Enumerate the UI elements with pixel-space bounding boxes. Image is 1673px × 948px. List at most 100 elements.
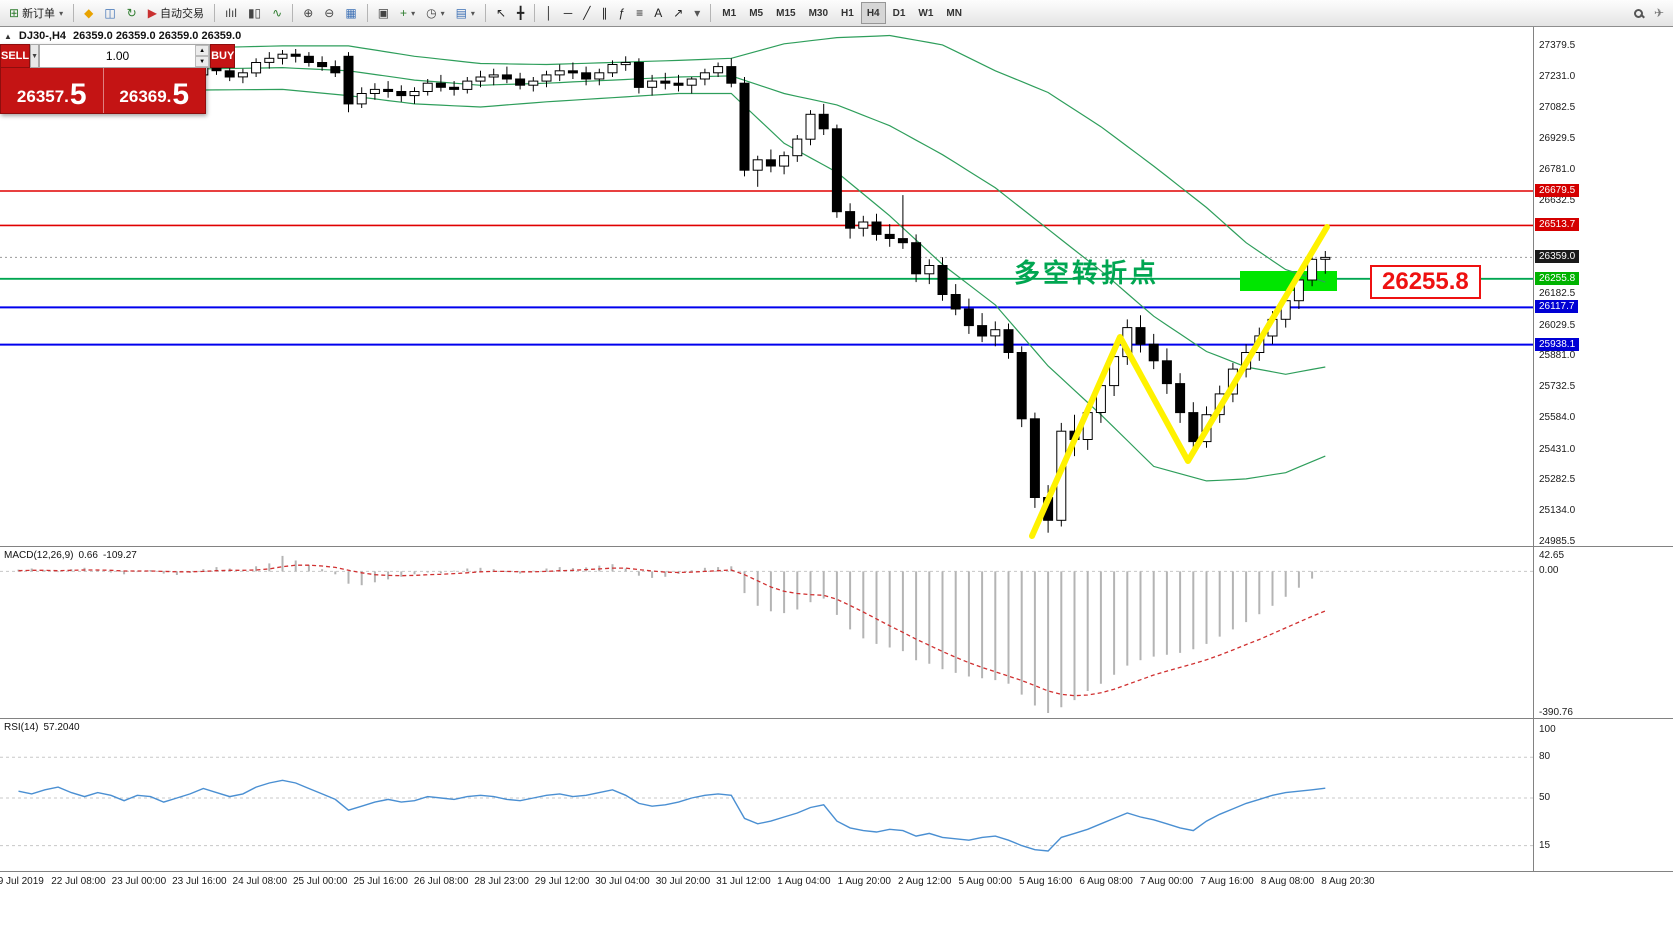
mt4-terminal: ⊞ 新订单 ▾ ◆ ◫ ↻ ▶ 自动交易 ılıl ▮▯ ∿ ⊕ ⊖ ▦ ▣ + ▾ ◷ ▾ ▤ ▾ ↖ ╋ │ ─ ╱ ∥ ƒ ≡ A ↗…: [0, 0, 1673, 893]
macd-axis: 42.65 0.00 -390.76: [1533, 547, 1673, 718]
volume-down-button[interactable]: ▼: [195, 56, 210, 67]
chart-bars-button[interactable]: ılıl: [220, 2, 242, 24]
timeframe-m1[interactable]: M1: [716, 2, 742, 24]
price-scale-label: 25431.0: [1539, 443, 1576, 455]
crosshair-button[interactable]: ╋: [512, 2, 529, 24]
time-label: 8 Aug 20:30: [1321, 876, 1375, 887]
price-axis[interactable]: 27379.5 27231.0 27082.5 26929.5 26781.0 26632…: [1533, 27, 1673, 547]
publish-button[interactable]: ✈: [1649, 2, 1669, 24]
volume-up-button[interactable]: ▲: [195, 45, 210, 56]
order-settings-dropdown[interactable]: ▼: [30, 44, 40, 68]
timeframe-h1[interactable]: H1: [835, 2, 860, 24]
price-plot[interactable]: ▲ DJ30-,H4 26359.0 26359.0 26359.0 26359…: [0, 27, 1533, 546]
symbol-period-label: DJ30-,H4: [18, 30, 66, 42]
timeframe-h1-label: H1: [841, 7, 854, 19]
price-tag: 26359.0: [1535, 250, 1580, 264]
time-label: 23 Jul 16:00: [172, 876, 227, 887]
rsi-scale-label: 100: [1539, 724, 1556, 735]
templates-icon: ▤: [455, 6, 467, 20]
timeframe-d1-label: D1: [892, 7, 906, 19]
zoom-in-button[interactable]: ⊕: [298, 2, 318, 24]
dropdown-arrow-icon: ▾: [59, 8, 64, 18]
macd-canvas[interactable]: [0, 547, 1533, 718]
arrow-object-button[interactable]: ↗: [668, 2, 688, 24]
toolbar-separator: [710, 4, 712, 22]
periods-icon: ◷: [426, 6, 437, 20]
panel-collapse-icon[interactable]: ▲: [4, 31, 12, 41]
price-callout: 26255.8: [1370, 265, 1481, 299]
buy-price-big-digit: 5: [172, 77, 190, 111]
timeframe-d1[interactable]: D1: [887, 2, 912, 24]
macd-scale-label: -390.76: [1539, 707, 1573, 718]
templates-button[interactable]: ▤ ▾: [451, 2, 480, 24]
chart-candles-button[interactable]: ▮▯: [243, 2, 266, 24]
chart-line-button[interactable]: ∿: [267, 2, 287, 24]
vertical-line-icon: │: [545, 6, 553, 20]
search-button[interactable]: [1629, 2, 1648, 24]
buy-price[interactable]: 26369. 5: [102, 68, 206, 113]
macd-main-value: 0.66: [78, 550, 98, 561]
vertical-line-button[interactable]: │: [540, 2, 558, 24]
objects-list-icon: ▾: [694, 6, 701, 20]
timeframe-w1[interactable]: W1: [912, 2, 939, 24]
tile-windows-button[interactable]: ▦: [340, 2, 361, 24]
time-label: 1 Aug 04:00: [777, 876, 831, 887]
time-axis[interactable]: 19 Jul 2019 22 Jul 08:00 23 Jul 00:00 23 Ju…: [0, 871, 1673, 893]
timeframe-h4[interactable]: H4: [860, 2, 886, 24]
timeframe-m30[interactable]: M30: [803, 2, 834, 24]
chart-title: ▲ DJ30-,H4 26359.0 26359.0 26359.0 26359…: [4, 30, 241, 42]
arrange-windows-button[interactable]: ▣: [373, 2, 394, 24]
macd-scale-label: 0.00: [1539, 565, 1559, 577]
timeframe-mn-label: MN: [946, 7, 962, 19]
crosshair-icon: ╋: [517, 6, 525, 20]
horizontal-line-button[interactable]: ─: [559, 2, 578, 24]
buy-button[interactable]: BUY: [210, 44, 236, 68]
autotrading-button[interactable]: ▶ 自动交易: [143, 2, 209, 24]
sell-price-big-digit: 5: [69, 77, 87, 111]
indicators-button[interactable]: + ▾: [395, 2, 420, 24]
rsi-scale-label: 50: [1539, 792, 1551, 803]
toolbar-separator: [366, 4, 368, 22]
candlestick-canvas[interactable]: [0, 27, 1533, 546]
macd-plot[interactable]: MACD(12,26,9) 0.66 -109.27: [0, 547, 1533, 718]
cursor-button[interactable]: ↖: [491, 2, 511, 24]
timeframe-m5[interactable]: M5: [743, 2, 769, 24]
search-icon: [1633, 8, 1643, 18]
zoom-out-icon: ⊖: [324, 6, 335, 20]
arrow-object-icon: ↗: [673, 6, 684, 20]
channel-button[interactable]: ∥: [596, 2, 612, 24]
time-label: 2 Aug 12:00: [898, 876, 952, 887]
toolbar: ⊞ 新订单 ▾ ◆ ◫ ↻ ▶ 自动交易 ılıl ▮▯ ∿ ⊕ ⊖ ▦ ▣ + ▾ ◷ ▾ ▤ ▾ ↖ ╋ │ ─ ╱ ∥ ƒ ≡ A ↗…: [0, 0, 1673, 27]
fibonacci-button[interactable]: ƒ: [613, 2, 630, 24]
price-scale-label: 27082.5: [1539, 101, 1576, 113]
rsi-canvas[interactable]: [0, 719, 1533, 871]
cursor-icon: ↖: [495, 6, 506, 20]
annotation-text: 多空转折点: [1014, 258, 1160, 288]
sell-price[interactable]: 26357. 5: [1, 68, 103, 113]
text-label-button[interactable]: A: [649, 2, 667, 24]
timeframe-m15[interactable]: M15: [770, 2, 801, 24]
price-tag: 26513.7: [1535, 218, 1580, 232]
price-tag: 25938.1: [1535, 337, 1580, 351]
chart-bars-icon: ılıl: [224, 6, 237, 20]
grid-objects-icon: ≡: [636, 6, 644, 20]
rsi-scale-label: 80: [1539, 751, 1551, 763]
periods-button[interactable]: ◷ ▾: [421, 2, 450, 24]
refresh-button[interactable]: ↻: [122, 2, 142, 24]
rsi-plot[interactable]: RSI(14) 57.2040: [0, 719, 1533, 871]
market-watch-button[interactable]: ◫: [99, 2, 120, 24]
macd-scale-label: 42.65: [1539, 549, 1565, 561]
text-label-icon: A: [654, 6, 663, 20]
timeframe-mn[interactable]: MN: [940, 2, 968, 24]
grid-objects-button[interactable]: ≡: [631, 2, 648, 24]
objects-list-button[interactable]: ▾: [689, 2, 705, 24]
trendline-button[interactable]: ╱: [578, 2, 595, 24]
channel-icon: ∥: [601, 6, 608, 20]
time-label: 7 Aug 00:00: [1139, 876, 1194, 887]
volume-input[interactable]: [40, 45, 196, 67]
zoom-out-button[interactable]: ⊖: [319, 2, 339, 24]
sell-button[interactable]: SELL: [0, 44, 31, 68]
mql5-community-button[interactable]: ◆: [79, 2, 98, 24]
new-order-button[interactable]: ⊞ 新订单 ▾: [4, 2, 68, 24]
price-tag: 26679.5: [1535, 184, 1580, 197]
